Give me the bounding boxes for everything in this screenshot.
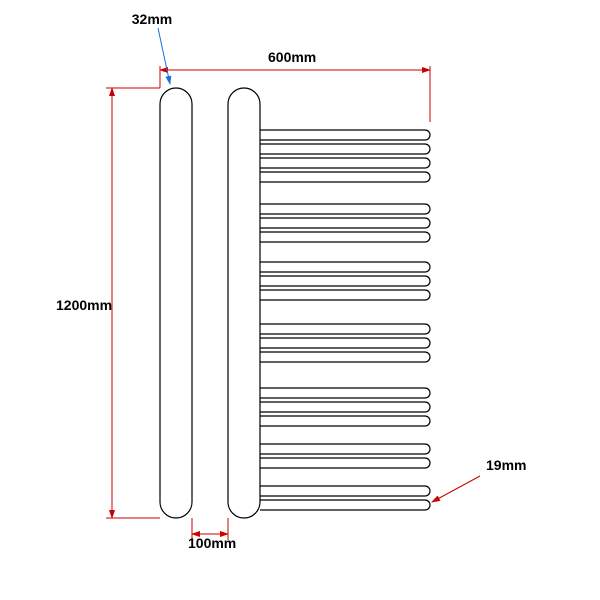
label-tube-dia: 32mm (132, 11, 172, 27)
horizontal-bar (260, 276, 430, 286)
horizontal-bar (260, 486, 430, 496)
horizontal-bar (260, 388, 430, 398)
horizontal-bar (260, 232, 430, 242)
horizontal-bar (260, 324, 430, 334)
horizontal-bar (260, 290, 430, 300)
horizontal-bar (260, 172, 430, 182)
horizontal-bar (260, 416, 430, 426)
horizontal-bar (260, 500, 430, 510)
horizontal-bar (260, 458, 430, 468)
horizontal-bar (260, 158, 430, 168)
horizontal-bar (260, 218, 430, 228)
vertical-tube (160, 88, 192, 518)
label-height: 1200mm (56, 297, 112, 313)
horizontal-bar (260, 402, 430, 412)
horizontal-bar (260, 144, 430, 154)
horizontal-bar (260, 444, 430, 454)
horizontal-bar (260, 352, 430, 362)
horizontal-bar (260, 204, 430, 214)
label-gap: 100mm (188, 535, 236, 551)
horizontal-bar (260, 262, 430, 272)
vertical-tube (228, 88, 260, 518)
leader-bar-dia (432, 476, 480, 502)
label-width: 600mm (268, 49, 316, 65)
label-bar-dia: 19mm (486, 457, 526, 473)
horizontal-bar (260, 130, 430, 140)
horizontal-bar (260, 338, 430, 348)
